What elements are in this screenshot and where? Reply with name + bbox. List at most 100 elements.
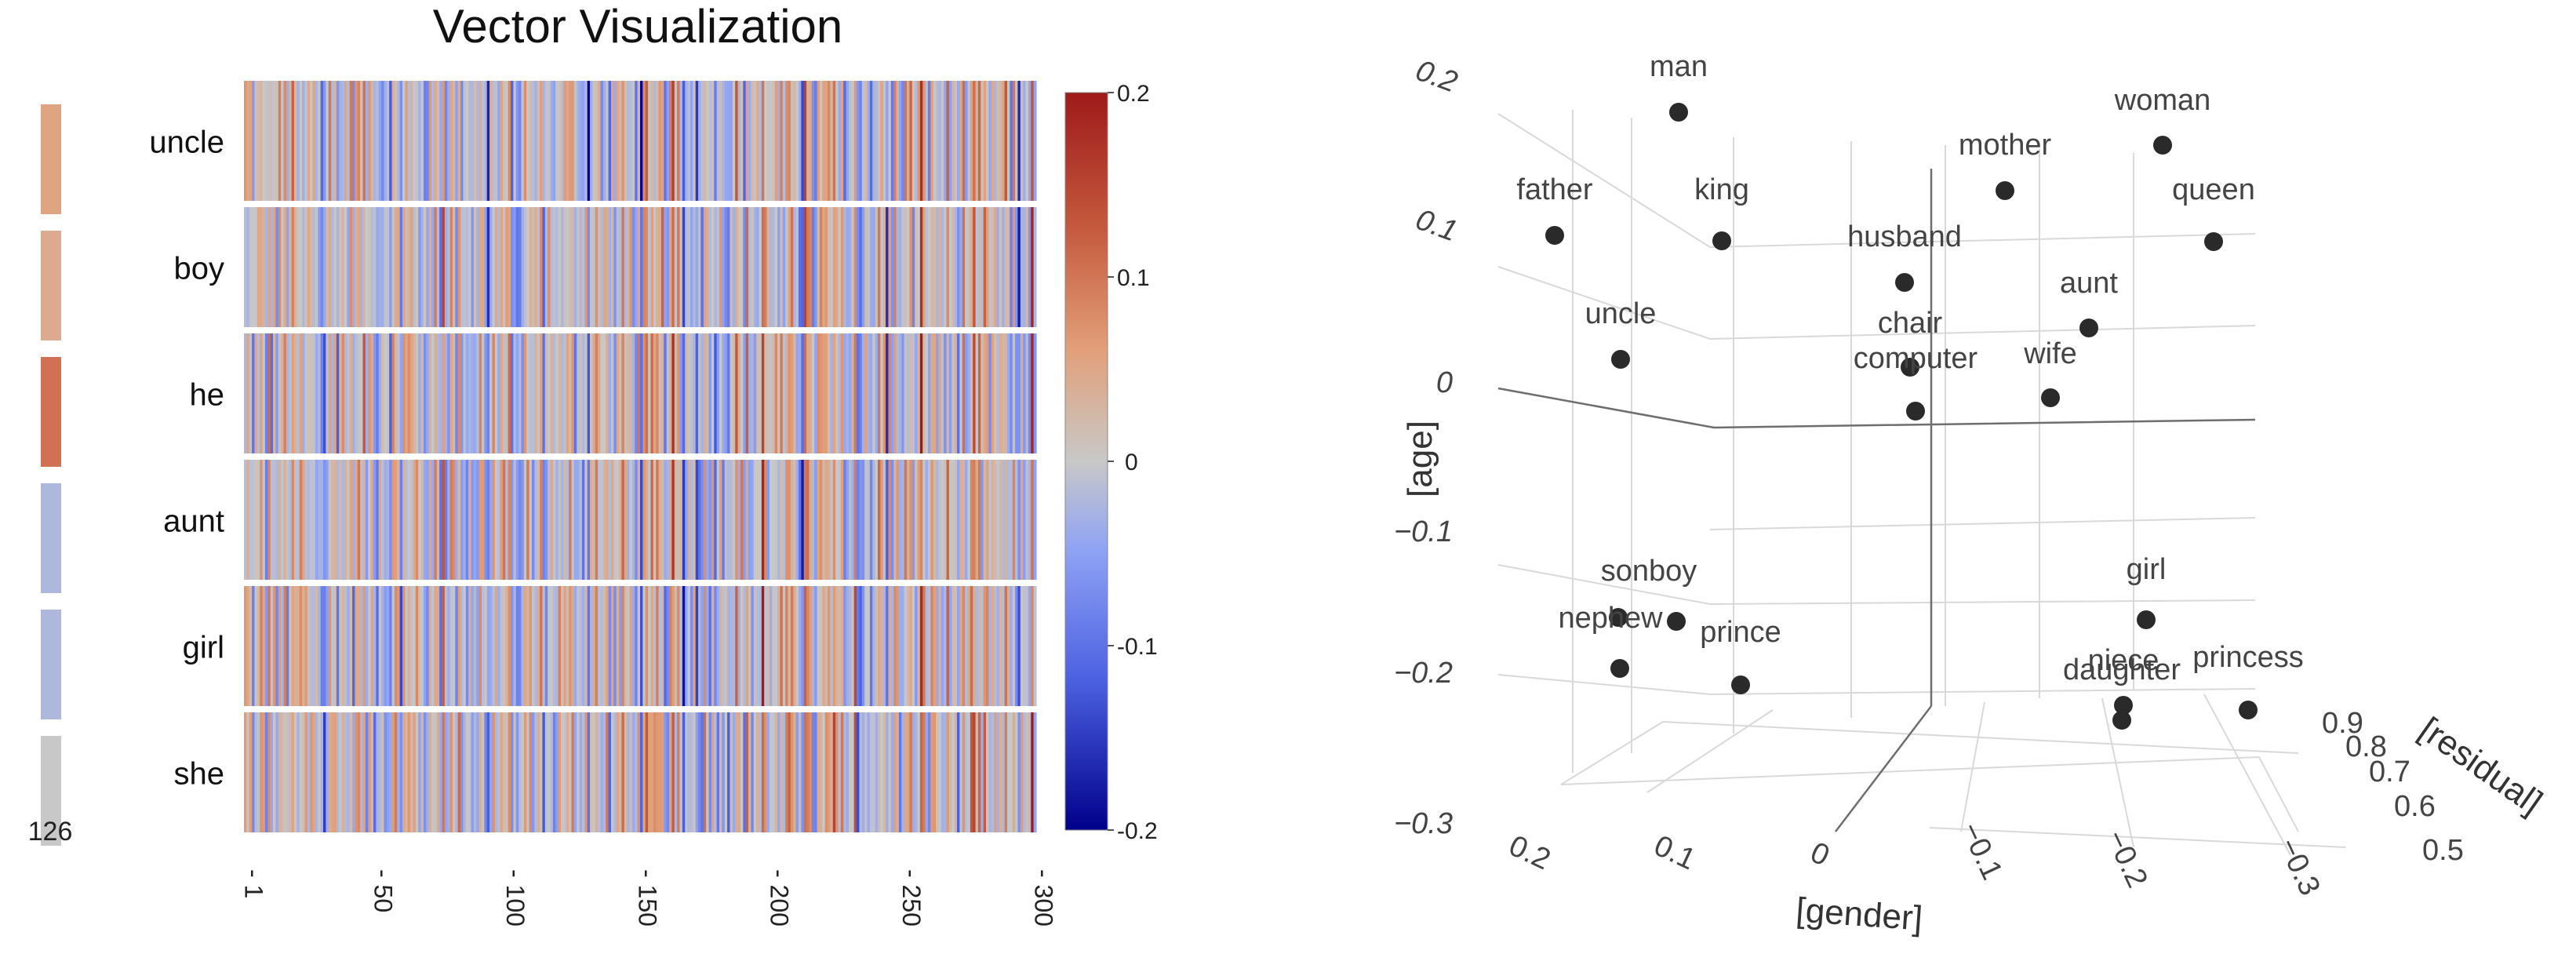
heatmap-cell (882, 207, 886, 327)
heatmap-cell (938, 712, 942, 832)
heatmap-cell (809, 81, 813, 201)
heatmap-cell (861, 460, 865, 580)
heatmap-cell (540, 712, 544, 832)
heatmap-cell (875, 460, 879, 580)
heatmap-cell (693, 333, 697, 453)
heatmap-cell (552, 333, 556, 453)
heatmap-cell (581, 712, 585, 832)
heatmap-cell (489, 712, 493, 832)
heatmap-cell (463, 712, 467, 832)
heatmap-cell (695, 81, 699, 201)
heatmap-cell (975, 460, 979, 580)
heatmap-cell (505, 207, 509, 327)
point-marker (1712, 231, 1731, 250)
heatmap-cell (584, 460, 588, 580)
heatmap-cell (299, 712, 303, 832)
heatmap-cell (619, 81, 623, 201)
heatmap-cell (368, 712, 372, 832)
heatmap-cell (909, 333, 913, 453)
heatmap-cell (1015, 460, 1019, 580)
heatmap-cell (1031, 81, 1035, 201)
heatmap-cell (901, 333, 905, 453)
heatmap-cell (460, 712, 464, 832)
heatmap-cell (695, 333, 699, 453)
heatmap-cell (832, 207, 836, 327)
heatmap-cell (415, 333, 419, 453)
heatmap-cell (933, 712, 937, 832)
scatter-point-chair: chair (1878, 307, 1943, 377)
heatmap-cell (685, 586, 689, 706)
heatmap-cell (814, 81, 818, 201)
heatmap-cell (352, 81, 355, 201)
heatmap-cell (904, 333, 908, 453)
heatmap-cell (550, 460, 554, 580)
heatmap-cell (511, 207, 514, 327)
heatmap-cell (540, 207, 544, 327)
y-tick-label: −0.2 (1394, 657, 1453, 690)
heatmap-rows (244, 81, 1037, 832)
heatmap-cell (376, 586, 380, 706)
heatmap-cell (875, 207, 879, 327)
heatmap-cell (264, 81, 268, 201)
heatmap-cell (809, 460, 813, 580)
heatmap-cell (289, 207, 293, 327)
colorbar-tick-label: 0.2 (1117, 81, 1150, 107)
heatmap-cell (785, 712, 789, 832)
z-tick-label: 0.7 (2369, 756, 2410, 788)
heatmap-cell (988, 586, 992, 706)
heatmap-cell (967, 333, 971, 453)
heatmap-cell (936, 207, 940, 327)
heatmap-cell (915, 207, 919, 327)
heatmap-cell (753, 81, 757, 201)
heatmap-cell (685, 712, 689, 832)
heatmap-cell (468, 460, 472, 580)
heatmap-cell (1023, 333, 1027, 453)
heatmap-cell (275, 586, 279, 706)
heatmap-cell (1006, 586, 1010, 706)
heatmap-cell (1010, 333, 1013, 453)
heatmap-cell (592, 207, 596, 327)
heatmap-cell (761, 712, 765, 832)
heatmap-cell (756, 460, 760, 580)
heatmap-cell (832, 586, 836, 706)
heatmap-cell (281, 460, 285, 580)
heatmap-cell (544, 460, 548, 580)
heatmap-cell (508, 460, 511, 580)
heatmap-cell (471, 333, 475, 453)
heatmap-cell (590, 333, 593, 453)
heatmap-cell (769, 712, 773, 832)
heatmap-cell (523, 586, 527, 706)
heatmap-cell (896, 712, 900, 832)
heatmap-cell (281, 333, 285, 453)
heatmap-cell (584, 81, 588, 201)
heatmap-cell (635, 586, 639, 706)
heatmap-cell (555, 712, 559, 832)
heatmap-cell (489, 586, 493, 706)
heatmap-cell (706, 207, 710, 327)
heatmap-cell (500, 460, 504, 580)
heatmap-cell (482, 81, 485, 201)
heatmap-cell (890, 460, 894, 580)
heatmap-cell (640, 712, 643, 832)
heatmap-cell (962, 586, 966, 706)
heatmap-cell (861, 586, 865, 706)
heatmap-cell (357, 81, 361, 201)
heatmap-cell (389, 460, 393, 580)
heatmap-cell (413, 333, 417, 453)
heatmap-cell (442, 81, 446, 201)
heatmap-cell (1028, 81, 1031, 201)
heatmap-cell (264, 712, 268, 832)
heatmap-cell (658, 586, 662, 706)
heatmap-cell (637, 207, 641, 327)
heatmap-cell (817, 207, 820, 327)
heatmap-cell (999, 712, 1002, 832)
heatmap-cell (840, 333, 844, 453)
heatmap-cell (835, 712, 839, 832)
heatmap-cell (502, 81, 506, 201)
heatmap-cell (780, 586, 784, 706)
heatmap-cell (286, 81, 289, 201)
heatmap-cell (566, 586, 569, 706)
heatmap-cell (384, 81, 387, 201)
heatmap-cell (975, 712, 979, 832)
